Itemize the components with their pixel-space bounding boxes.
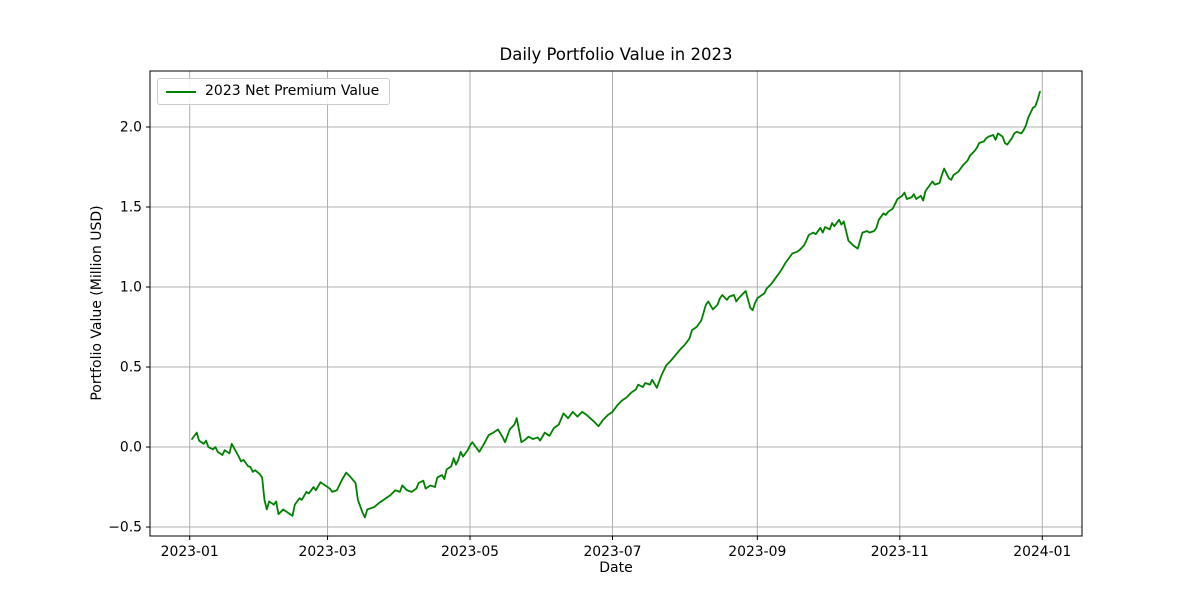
y-tick-label: 1.5	[120, 200, 142, 216]
x-tick-label: 2023-05	[441, 544, 499, 560]
plot-frame	[149, 70, 1083, 537]
legend-line-sample	[166, 90, 196, 93]
x-tick-label: 2023-03	[299, 544, 357, 560]
x-tick-label: 2023-11	[871, 544, 929, 560]
legend-label: 2023 Net Premium Value	[205, 83, 380, 99]
legend: 2023 Net Premium Value	[157, 78, 391, 105]
series-line	[191, 90, 1041, 519]
y-tick-label: 2.0	[120, 120, 142, 136]
x-tick-label: 2024-01	[1013, 544, 1071, 560]
x-axis-label: Date	[599, 560, 633, 576]
y-tick-label: 0.0	[120, 440, 142, 456]
y-axis-label: Portfolio Value (Million USD)	[89, 205, 105, 401]
x-tick-label: 2023-01	[161, 544, 219, 560]
y-tick-label: 1.0	[120, 280, 142, 296]
y-tick-label: −0.5	[108, 520, 142, 536]
x-tick-label: 2023-07	[583, 544, 641, 560]
y-tick-label: 0.5	[120, 360, 142, 376]
x-tick-label: 2023-09	[728, 544, 786, 560]
chart-title: Daily Portfolio Value in 2023	[499, 45, 733, 64]
